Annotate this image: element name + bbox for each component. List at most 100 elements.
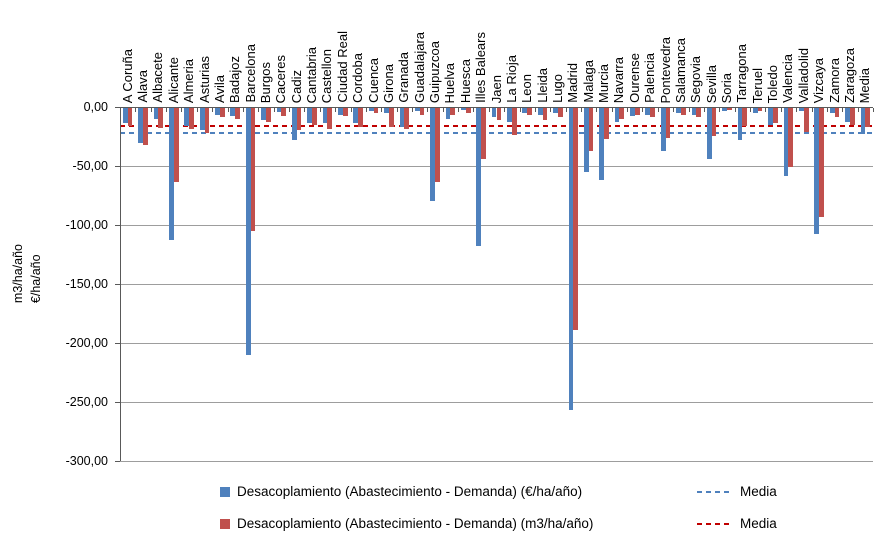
bar-eur — [307, 108, 313, 123]
bar-eur — [322, 108, 328, 123]
bar-m3 — [496, 108, 502, 120]
y-axis-tick — [115, 402, 120, 403]
bar-m3 — [819, 108, 824, 217]
x-axis-category-label: Caceres — [273, 54, 289, 103]
bar-eur — [737, 108, 743, 140]
bar-eur — [860, 108, 866, 135]
bar-m3 — [650, 108, 655, 117]
bar-m3 — [143, 108, 148, 146]
bar-eur — [691, 108, 697, 116]
x-axis-category-label: Vizcaya — [811, 57, 827, 103]
y-axis-tick-label: -100,00 — [65, 218, 108, 232]
bar-m3 — [711, 108, 717, 137]
x-axis-category-label: Huesca — [457, 58, 473, 103]
x-axis-category-labels: A Coruña Alava Albacete Alicante Almeria Astu… — [120, 0, 873, 106]
x-axis-category-label: Jaen — [488, 74, 504, 103]
x-axis-category-label: Avila — [211, 75, 227, 103]
bar-eur — [353, 108, 359, 123]
bar-eur — [553, 108, 558, 113]
bar-m3 — [373, 108, 379, 114]
category-tick — [166, 108, 168, 112]
x-axis-category-label: Alava — [135, 70, 151, 103]
bar-eur — [153, 108, 159, 120]
m3-series-swatch-icon — [220, 518, 230, 529]
bar-m3 — [250, 108, 256, 231]
x-axis-category-label: Toledo — [765, 64, 781, 103]
x-axis-category-label: Illes Balears — [473, 32, 489, 103]
category-tick — [212, 108, 214, 112]
x-axis-category-label: Zamora — [826, 58, 842, 103]
x-axis-category-label: Cordoba — [350, 53, 366, 103]
category-tick — [734, 108, 736, 112]
bar-m3 — [573, 108, 579, 330]
category-tick — [842, 108, 844, 112]
category-tick — [120, 108, 121, 112]
bar-m3 — [265, 108, 271, 123]
bar-eur — [645, 108, 651, 116]
category-tick — [719, 108, 721, 112]
x-axis-category-label: Zaragoza — [841, 48, 857, 103]
x-axis-category-label: Lugo — [549, 74, 565, 103]
legend-label-m3-series: Desacoplamiento (Abastecimiento - Demand… — [237, 516, 594, 531]
bar-eur — [522, 108, 528, 114]
x-axis-category-label: Castellon — [319, 48, 335, 103]
bar-eur — [783, 108, 789, 177]
category-tick — [657, 108, 659, 112]
category-tick — [289, 108, 291, 112]
x-axis-category-label: A Coruña — [119, 48, 135, 103]
bar-eur — [384, 108, 389, 113]
x-axis-category-label: Cantabria — [304, 46, 320, 103]
category-tick — [519, 108, 521, 112]
category-tick — [565, 108, 567, 112]
bar-eur — [169, 108, 174, 241]
bar-m3 — [296, 108, 302, 131]
bar-m3 — [450, 108, 456, 116]
bar-m3 — [588, 108, 594, 151]
category-tick — [396, 108, 398, 112]
bar-m3 — [481, 108, 486, 159]
category-tick — [627, 108, 629, 112]
media-eur-dash-icon — [697, 490, 733, 493]
bar-m3 — [834, 108, 840, 118]
bar-m3 — [281, 108, 287, 117]
bar-m3 — [388, 108, 394, 127]
x-axis-category-label: Cadiz — [288, 69, 304, 103]
y-axis-tick-label: -250,00 — [65, 395, 108, 409]
legend-label-media-eur: Media — [740, 484, 777, 499]
y-axis-tick — [115, 284, 120, 285]
legend-item-m3-series: Desacoplamiento (Abastecimiento - Demand… — [220, 516, 697, 531]
bar-eur — [568, 108, 574, 411]
x-axis-category-label: Tarragona — [734, 44, 750, 103]
bar-eur — [368, 108, 374, 111]
category-tick — [150, 108, 152, 112]
x-axis-category-label: Guipuzcoa — [427, 40, 443, 103]
bar-m3 — [788, 108, 794, 167]
x-axis-category-label: Granada — [396, 52, 412, 103]
gridline — [120, 166, 873, 167]
bar-m3 — [465, 108, 471, 113]
category-tick — [550, 108, 552, 112]
category-tick — [703, 108, 705, 112]
x-axis-line — [120, 107, 873, 108]
y-axis-tick — [115, 166, 120, 167]
bar-m3 — [742, 108, 748, 126]
category-tick — [181, 108, 183, 112]
bar-eur — [199, 108, 205, 131]
bar-eur — [338, 108, 343, 115]
bar-eur — [476, 108, 482, 247]
category-tick — [796, 108, 798, 112]
bar-eur — [430, 108, 436, 202]
x-axis-category-label: Alicante — [165, 56, 181, 103]
bar-m3 — [419, 108, 425, 115]
category-tick — [857, 108, 859, 112]
x-axis-category-label: Soria — [719, 72, 734, 103]
x-axis-category-label: Ciudad Real — [334, 31, 350, 103]
category-tick — [196, 108, 198, 112]
x-axis-category-label: Pontevedra — [657, 36, 673, 104]
bar-m3 — [173, 108, 179, 183]
x-axis-category-label: Teruel — [749, 67, 765, 103]
legend: Desacoplamiento (Abastecimiento - Demand… — [220, 484, 777, 531]
bar-eur — [507, 108, 512, 123]
media-line-m3 — [120, 124, 873, 127]
